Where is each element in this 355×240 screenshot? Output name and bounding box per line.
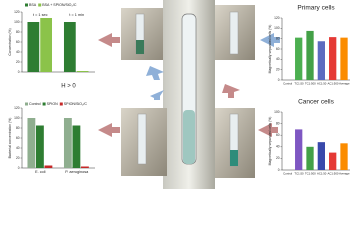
y-tick-label: 100 — [14, 20, 20, 24]
tube — [229, 11, 239, 55]
arrow — [260, 33, 280, 47]
bar — [63, 22, 76, 72]
bar — [317, 41, 325, 80]
y-tick-label: 100 — [14, 116, 20, 120]
bar — [27, 22, 40, 72]
y-tick-label: 60 — [276, 133, 280, 137]
y-tick-label: 20 — [16, 60, 20, 64]
liquid — [136, 40, 144, 54]
x-tick-label: E. coli — [35, 170, 45, 174]
y-tick-label: 120 — [274, 16, 280, 20]
y-axis-label: Magnetically separated cells (%) — [268, 117, 272, 166]
y-tick-label: 80 — [16, 30, 20, 34]
y-tick-label: 120 — [14, 10, 20, 14]
chart-title: Primary cells — [297, 5, 335, 12]
bar — [40, 18, 53, 72]
y-tick-label: 0 — [18, 70, 20, 74]
bar — [340, 37, 348, 80]
x-tick-label: P. aeruginosa — [65, 170, 89, 174]
x-tick-label: Average — [339, 82, 350, 86]
bar — [44, 165, 53, 168]
bar — [295, 37, 303, 80]
arrow — [98, 123, 120, 137]
arrows — [98, 33, 280, 137]
legend-swatch — [59, 102, 63, 106]
x-tick-label: TC1:50 — [294, 172, 304, 176]
y-tick-label: 0 — [278, 78, 280, 82]
legend-label: SPION/SiO₂/C — [64, 102, 88, 106]
photos — [121, 0, 255, 189]
x-tick-label: TC1:50 — [294, 82, 304, 86]
arrow — [150, 90, 164, 100]
bar — [340, 143, 348, 170]
annotation: H > 0 — [61, 84, 76, 90]
y-tick-label: 80 — [16, 126, 20, 130]
y-tick-label: 40 — [276, 145, 280, 149]
y-tick-label: 20 — [276, 156, 280, 160]
legend-swatch — [25, 3, 28, 7]
x-tick-label: AC1:50 — [317, 172, 327, 176]
y-axis-label: Concentration (%) — [8, 28, 12, 55]
y-axis-label: Bacterial concentration (%) — [8, 118, 12, 159]
bar — [329, 37, 337, 80]
bar — [306, 30, 314, 81]
bar — [72, 125, 81, 168]
chart-title: Cancer cells — [298, 99, 335, 106]
y-tick-label: 80 — [276, 121, 280, 125]
y-tick-label: 60 — [16, 40, 20, 44]
y-tick-label: 40 — [16, 146, 20, 150]
y-tick-label: 120 — [14, 106, 20, 110]
y-tick-label: 60 — [276, 47, 280, 51]
y-axis-label: Magnetically separated cells (%) — [268, 25, 272, 74]
x-tick-label: t = 1 sec — [33, 13, 48, 17]
x-tick-label: TC1:500 — [305, 82, 316, 86]
bar — [295, 129, 303, 170]
bar — [317, 142, 325, 170]
arrow — [258, 123, 278, 137]
legend-label: BSA + SPION/SiO₂/C — [42, 3, 77, 7]
bar — [27, 118, 36, 168]
legend-swatch — [25, 102, 28, 106]
y-tick-label: 80 — [276, 37, 280, 41]
x-tick-label: AC1:500 — [328, 82, 339, 86]
arrow — [146, 66, 164, 80]
y-tick-label: 0 — [278, 168, 280, 172]
y-tick-label: 0 — [18, 166, 20, 170]
y-tick-label: 40 — [276, 57, 280, 61]
y-tick-label: 60 — [16, 136, 20, 140]
x-tick-label: TC1:500 — [305, 172, 316, 176]
bar — [76, 71, 89, 72]
y-tick-label: 100 — [274, 26, 280, 30]
x-tick-label: Control — [283, 172, 292, 176]
bar — [81, 166, 89, 168]
bar — [306, 146, 314, 170]
legend-swatch — [38, 3, 42, 7]
bar — [63, 118, 72, 168]
legend-label: BSA — [29, 3, 37, 7]
liquid — [230, 150, 238, 166]
liquid — [183, 110, 195, 164]
legend-swatch — [42, 102, 46, 106]
legend-label: Control — [29, 102, 41, 106]
x-tick-label: Average — [339, 172, 350, 176]
x-tick-label: Control — [283, 82, 292, 86]
x-tick-label: t = 1 min — [69, 13, 84, 17]
x-tick-label: AC1:50 — [317, 82, 327, 86]
bar — [329, 152, 337, 170]
y-tick-label: 100 — [274, 110, 280, 114]
arrow — [98, 33, 120, 47]
arrow — [222, 84, 240, 98]
y-tick-label: 40 — [16, 50, 20, 54]
legend-label: SPION — [47, 102, 59, 106]
y-tick-label: 20 — [16, 156, 20, 160]
bar — [35, 125, 44, 168]
figure: 0 20 40 60 80 100 120 Concentration (%) t = 1 se… — [8, 0, 350, 189]
tube — [137, 113, 147, 165]
x-tick-label: AC1:500 — [328, 172, 339, 176]
y-tick-label: 20 — [276, 68, 280, 72]
